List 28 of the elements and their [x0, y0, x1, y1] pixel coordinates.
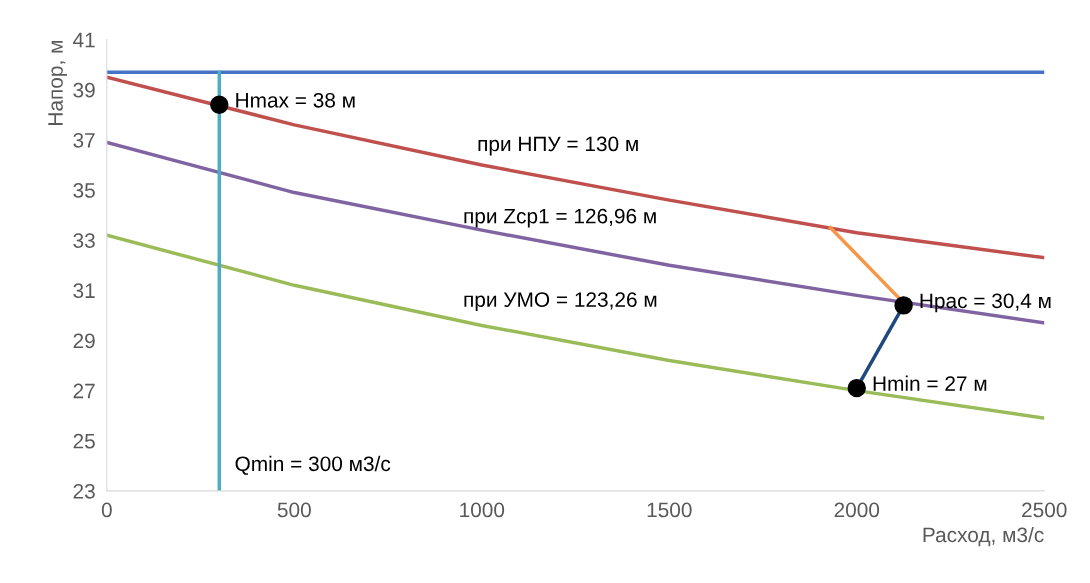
- y-tick-label: 33: [73, 233, 95, 248]
- y-axis-title: Напор, м: [48, 41, 67, 125]
- x-tick-label: 1500: [647, 502, 692, 518]
- y-tick-label: 31: [73, 283, 95, 299]
- y-tick-label: 41: [73, 32, 95, 48]
- x-axis-title: Расход, м3/с: [923, 526, 1044, 547]
- annotation: Hmax = 38 м: [236, 92, 355, 108]
- annotation: Qmin = 300 м3/с: [235, 455, 391, 475]
- line-series: [106, 75, 1045, 260]
- point: [210, 95, 229, 115]
- point: [847, 378, 866, 398]
- annotation: при Zср1 = 126,96 м: [464, 208, 656, 228]
- y-tick-label: 27: [73, 383, 95, 399]
- x-tick-label: 1000: [460, 502, 505, 518]
- annotation: при УМО = 123,26 м: [464, 292, 657, 312]
- x-tick-label: 0: [101, 502, 112, 518]
- y-tick-label: 39: [73, 82, 95, 98]
- point: [894, 296, 913, 315]
- y-tick-label: 25: [73, 433, 95, 449]
- y-tick-label: 35: [73, 183, 95, 198]
- y-tick-label: 23: [73, 483, 95, 499]
- x-tick-label: 500: [277, 502, 311, 518]
- x-tick-label: 2000: [834, 502, 880, 518]
- y-tick-label: 37: [73, 132, 95, 148]
- y-tick-label: 29: [73, 333, 95, 349]
- annotation: Hmin = 27 м: [873, 375, 987, 391]
- annotation: при НПУ = 130 м: [478, 136, 638, 156]
- x-tick-label: 2500: [1022, 502, 1067, 518]
